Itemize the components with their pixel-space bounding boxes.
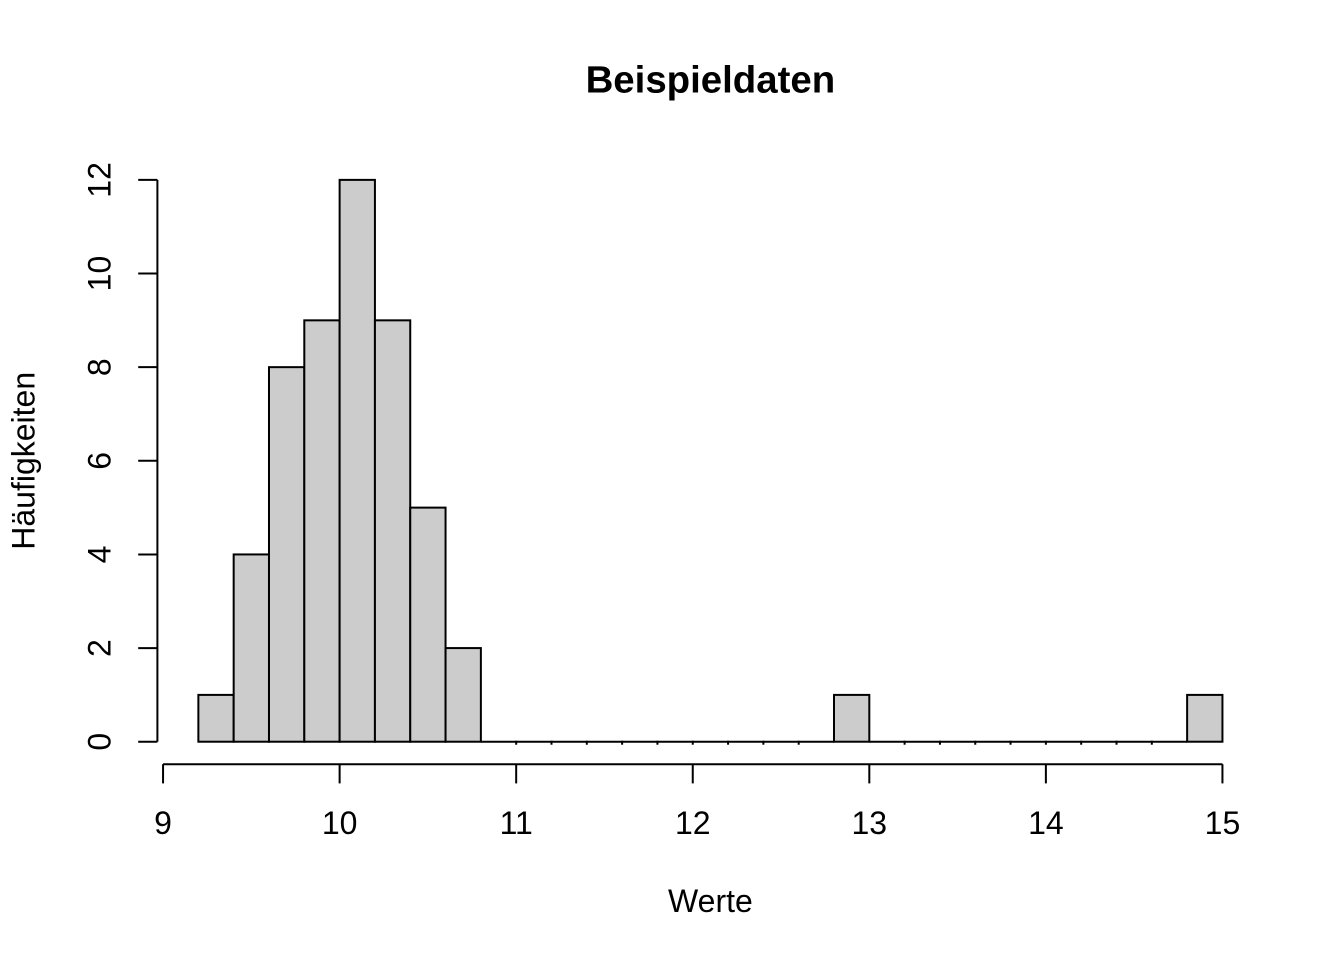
svg-text:Beispieldaten: Beispieldaten — [586, 58, 836, 101]
svg-text:10: 10 — [322, 805, 358, 841]
svg-text:8: 8 — [82, 358, 118, 376]
svg-text:13: 13 — [852, 805, 888, 841]
svg-text:Werte: Werte — [668, 883, 753, 919]
svg-text:12: 12 — [675, 805, 711, 841]
svg-text:4: 4 — [82, 546, 118, 564]
svg-text:2: 2 — [82, 639, 118, 657]
svg-text:12: 12 — [82, 162, 118, 198]
svg-text:9: 9 — [154, 805, 172, 841]
svg-text:Häufigkeiten: Häufigkeiten — [6, 372, 42, 550]
svg-text:0: 0 — [82, 733, 118, 751]
svg-text:11: 11 — [500, 805, 533, 841]
svg-text:15: 15 — [1205, 805, 1241, 841]
svg-text:14: 14 — [1028, 805, 1064, 841]
svg-text:6: 6 — [82, 452, 118, 470]
svg-text:10: 10 — [82, 256, 118, 292]
